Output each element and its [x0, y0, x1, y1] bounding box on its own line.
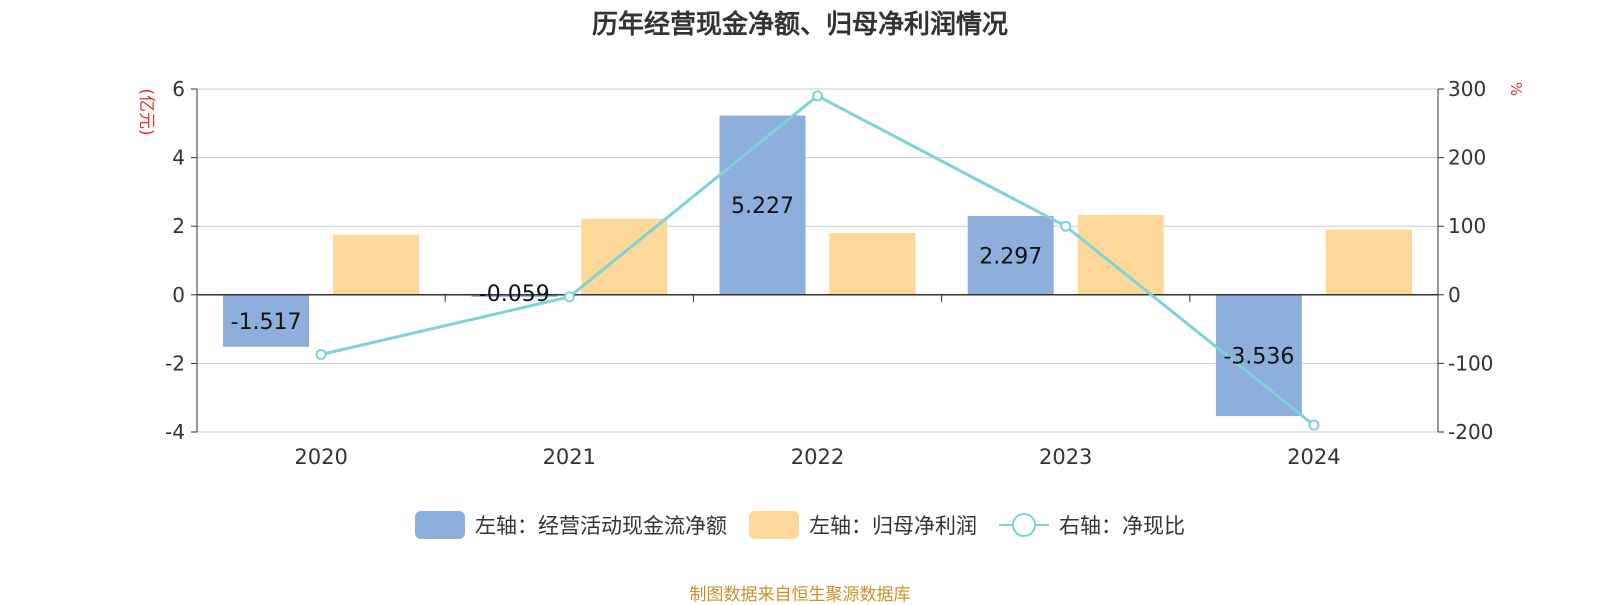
bar-cash [967, 216, 1054, 295]
bar-profit [333, 234, 420, 295]
axes: -4 -2 0 2 4 6 -200 -100 0 100 200 300 2020 2021 2022 20… [165, 77, 1493, 469]
legend-item-ratio[interactable]: 右轴：净现比 [999, 510, 1185, 540]
bar-swatch-blue-icon [415, 511, 465, 539]
ratio-line [315, 90, 1320, 431]
data-label-cash: 5.227 [731, 194, 794, 219]
data-labels: -1.517 -0.059 5.227 2.297 -3.536 [231, 194, 1295, 369]
legend-item-cash[interactable]: 左轴：经营活动现金流净额 [415, 510, 727, 540]
line-circle-swatch-icon [999, 511, 1049, 539]
bar-profit [581, 218, 668, 295]
x-tick-label: 2024 [1287, 445, 1340, 469]
legend: 左轴：经营活动现金流净额 左轴：归母净利润 右轴：净现比 [0, 510, 1600, 540]
legend-label-ratio: 右轴：净现比 [1059, 514, 1185, 538]
ratio-point [1308, 419, 1320, 431]
grid-lines [197, 88, 1438, 433]
legend-label-profit: 左轴：归母净利润 [809, 514, 977, 538]
ratio-point [812, 90, 823, 102]
bar-profit [1077, 214, 1164, 295]
right-tick-label: -100 [1448, 351, 1493, 375]
bar-cash [719, 115, 806, 295]
data-label-cash: -3.536 [1223, 344, 1294, 369]
right-axis-unit: % [1507, 82, 1525, 96]
data-label-cash: -1.517 [231, 310, 302, 335]
right-tick-label: -200 [1448, 420, 1493, 444]
left-tick-label: -4 [165, 420, 185, 444]
right-tick-label: 0 [1448, 283, 1461, 307]
right-tick-label: 200 [1448, 146, 1486, 170]
x-tick-label: 2022 [791, 445, 844, 469]
x-tick-label: 2021 [543, 445, 596, 469]
bar-cash [1215, 294, 1302, 417]
right-tick-label: 300 [1448, 77, 1486, 101]
right-tick-label: 100 [1448, 214, 1486, 238]
legend-item-profit[interactable]: 左轴：归母净利润 [749, 510, 977, 540]
ratio-point [563, 291, 575, 303]
data-label-cash: -0.059 [479, 282, 550, 307]
left-tick-label: 0 [172, 283, 185, 307]
x-tick-label: 2023 [1039, 445, 1092, 469]
chart-title: 历年经营现金净额、归母净利润情况 [591, 10, 1008, 40]
source-note: 制图数据来自恒生聚源数据库 [689, 585, 911, 605]
bar-swatch-orange-icon [749, 511, 799, 539]
left-tick-label: 2 [172, 214, 185, 238]
bar-cash [223, 294, 310, 347]
left-tick-label: -2 [165, 351, 185, 375]
legend-label-cash: 左轴：经营活动现金流净额 [475, 514, 727, 538]
bar-profit [1325, 229, 1412, 295]
ratio-point [1060, 220, 1072, 232]
bar-cash [471, 294, 558, 297]
left-tick-label: 4 [172, 146, 185, 170]
ratio-polyline [320, 94, 1315, 427]
bar-profit [829, 233, 916, 295]
left-tick-label: 6 [172, 77, 185, 101]
bars [223, 115, 1412, 417]
left-axis-unit: (亿元) [136, 88, 156, 135]
x-tick-label: 2020 [294, 445, 347, 469]
ratio-point [315, 348, 327, 360]
data-label-cash: 2.297 [979, 244, 1042, 269]
